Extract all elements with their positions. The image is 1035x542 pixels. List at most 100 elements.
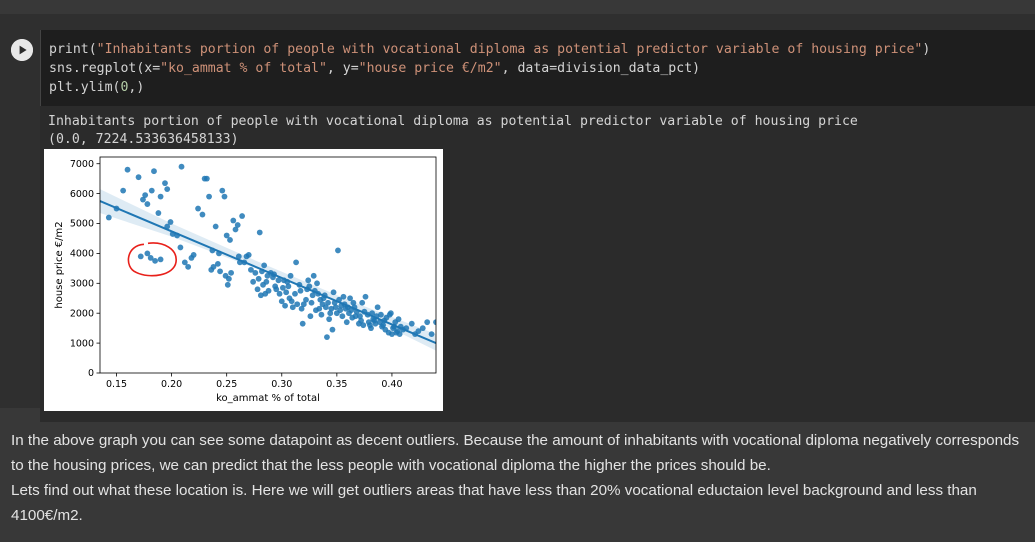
data-point: [419, 325, 426, 332]
data-point: [140, 196, 146, 203]
data-point: [137, 253, 144, 260]
data-point: [328, 305, 335, 312]
code-line-1[interactable]: print("Inhabitants portion of people wit…: [49, 42, 930, 57]
data-point: [276, 290, 283, 297]
data-point: [135, 174, 142, 181]
data-point: [144, 250, 151, 257]
code-token: 0: [120, 80, 129, 95]
data-point: [257, 292, 264, 299]
data-point: [298, 305, 305, 312]
data-point: [214, 260, 221, 267]
data-point: [359, 299, 366, 306]
y-tick-label: 7000: [70, 159, 94, 170]
data-point: [314, 280, 320, 287]
data-point: [289, 304, 296, 311]
data-point: [330, 289, 337, 296]
data-point: [297, 287, 304, 294]
data-point: [261, 262, 268, 269]
regplot-figure: 0.15 0.20 0.25 0.30 0.35 0.40 0 1000 2000 3000 400…: [44, 149, 443, 411]
data-point: [147, 254, 154, 261]
data-point: [343, 319, 350, 326]
data-point: [285, 283, 292, 290]
data-point: [324, 334, 330, 341]
data-point: [273, 286, 280, 293]
data-point: [374, 304, 381, 311]
play-icon: [11, 39, 33, 61]
data-point: [287, 272, 294, 279]
data-point: [227, 237, 233, 243]
code-token: print(: [49, 42, 97, 57]
code-cell[interactable]: print("Inhabitants portion of people wit…: [0, 14, 1035, 422]
data-point: [155, 210, 162, 216]
code-line-3[interactable]: plt.ylim(0,): [49, 80, 144, 95]
data-point: [275, 277, 282, 284]
data-point: [368, 325, 374, 332]
data-point: [395, 316, 402, 323]
data-point: [282, 302, 288, 309]
x-tick-label: 0.15: [106, 379, 127, 390]
code-line-2[interactable]: sns.regplot(x="ko_ammat % of total", y="…: [49, 61, 700, 76]
y-tick-label: 2000: [70, 308, 94, 319]
y-tick-label: 0: [88, 368, 94, 379]
data-point: [252, 269, 259, 276]
data-point: [347, 295, 353, 302]
x-tick-label: 0.40: [381, 379, 402, 390]
data-point: [148, 187, 155, 194]
y-tick-label: 6000: [70, 189, 94, 200]
data-point: [340, 293, 347, 300]
data-point: [360, 322, 367, 329]
data-point: [250, 278, 257, 285]
data-point: [144, 201, 151, 207]
data-point: [335, 247, 341, 254]
data-point: [167, 219, 174, 225]
data-point: [221, 193, 228, 200]
data-point: [142, 192, 149, 199]
data-point: [352, 313, 359, 320]
data-point: [256, 229, 263, 236]
data-point: [224, 281, 231, 288]
data-point: [263, 278, 270, 285]
data-point: [105, 214, 112, 221]
data-point: [195, 205, 201, 212]
plot-frame: [99, 156, 437, 374]
data-point: [310, 272, 317, 279]
data-point: [294, 301, 301, 308]
data-point: [254, 286, 261, 293]
markdown-cell[interactable]: In the above graph you can see some data…: [11, 428, 1031, 528]
data-point: [219, 187, 226, 194]
data-point: [415, 328, 422, 335]
data-point: [223, 232, 230, 239]
data-point: [225, 275, 232, 282]
data-point: [350, 299, 357, 306]
data-point: [234, 222, 241, 228]
data-point: [309, 292, 316, 299]
markdown-paragraph-1: In the above graph you can see some data…: [11, 432, 1020, 474]
data-point: [332, 304, 339, 311]
data-point: [318, 311, 325, 318]
code-token: , data=division_data_pct): [501, 61, 701, 76]
run-cell-button[interactable]: [11, 39, 33, 61]
result-text: (0.0, 7224.533636458133): [48, 132, 239, 147]
code-editor[interactable]: print("Inhabitants portion of people wit…: [40, 30, 1035, 106]
data-point: [337, 307, 344, 314]
data-point: [307, 313, 314, 320]
data-point: [329, 326, 336, 333]
x-tick-label: 0.25: [216, 379, 237, 390]
data-point: [339, 313, 346, 320]
data-point: [316, 305, 323, 312]
data-point: [181, 259, 188, 266]
data-point: [206, 193, 212, 200]
data-point: [372, 320, 379, 327]
data-point: [199, 211, 206, 218]
data-point: [279, 284, 286, 291]
data-point: [120, 187, 127, 194]
y-tick-label: 1000: [70, 338, 94, 349]
data-point: [278, 298, 285, 305]
data-point: [230, 217, 237, 224]
code-token: "ko_ammat % of total": [160, 61, 327, 76]
y-axis-label: house price €/m2: [54, 221, 65, 308]
data-point: [299, 320, 306, 327]
code-token: "house price €/m2": [358, 61, 502, 76]
data-point: [162, 180, 168, 187]
markdown-paragraph-2: Lets find out what these location is. He…: [11, 482, 977, 524]
